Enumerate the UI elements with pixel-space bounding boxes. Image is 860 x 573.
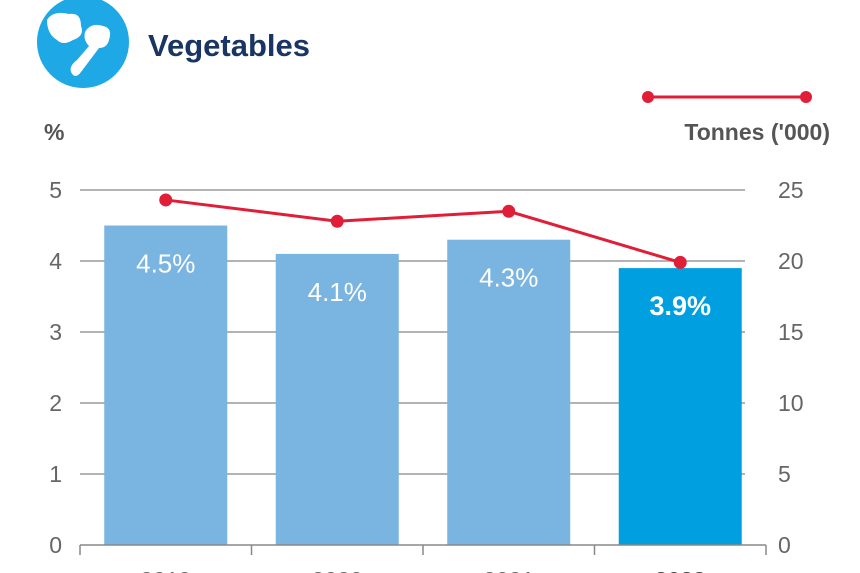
y-left-tick: 4 — [49, 248, 62, 274]
tonnes-point-2022 — [673, 255, 687, 269]
y-left-tick: 2 — [49, 390, 62, 416]
bar-label: 4.1% — [308, 277, 367, 307]
y-right-tick: 15 — [778, 319, 804, 345]
y-right-tick: 5 — [778, 461, 791, 487]
bar-2021 — [447, 239, 571, 545]
y-right-tick: 10 — [778, 390, 804, 416]
tonnes-line — [165, 198, 681, 264]
y-right-tick: 20 — [778, 248, 804, 274]
y-left-tick: 0 — [49, 532, 62, 558]
x-tick-label: 2022 — [655, 567, 706, 573]
tonnes-point-2020 — [330, 214, 344, 228]
bar-label: 4.3% — [479, 263, 538, 293]
bar-2020 — [275, 253, 399, 545]
tonnes-point-2019 — [159, 193, 173, 207]
y-left-tick: 1 — [49, 461, 62, 487]
legend-marker — [642, 91, 654, 103]
bar-label: 3.9% — [649, 291, 711, 321]
tonnes-point-2021 — [502, 204, 516, 218]
chart-title: Vegetables — [148, 28, 310, 63]
bar-2022 — [618, 268, 742, 545]
bar-label: 4.5% — [136, 249, 195, 279]
bar-2019 — [104, 225, 228, 545]
vegetables-icon — [37, 0, 129, 88]
y-right-label: Tonnes ('000) — [684, 119, 830, 145]
y-left-tick: 5 — [49, 177, 62, 203]
legend-marker — [800, 91, 812, 103]
y-right-tick: 25 — [778, 177, 804, 203]
y-left-label: % — [44, 119, 64, 145]
x-tick-label: 2020 — [312, 567, 363, 573]
x-tick-label: 2021 — [483, 567, 534, 573]
y-right-tick: 0 — [778, 532, 791, 558]
x-tick-label: 2019 — [140, 567, 191, 573]
y-left-tick: 3 — [49, 319, 62, 345]
